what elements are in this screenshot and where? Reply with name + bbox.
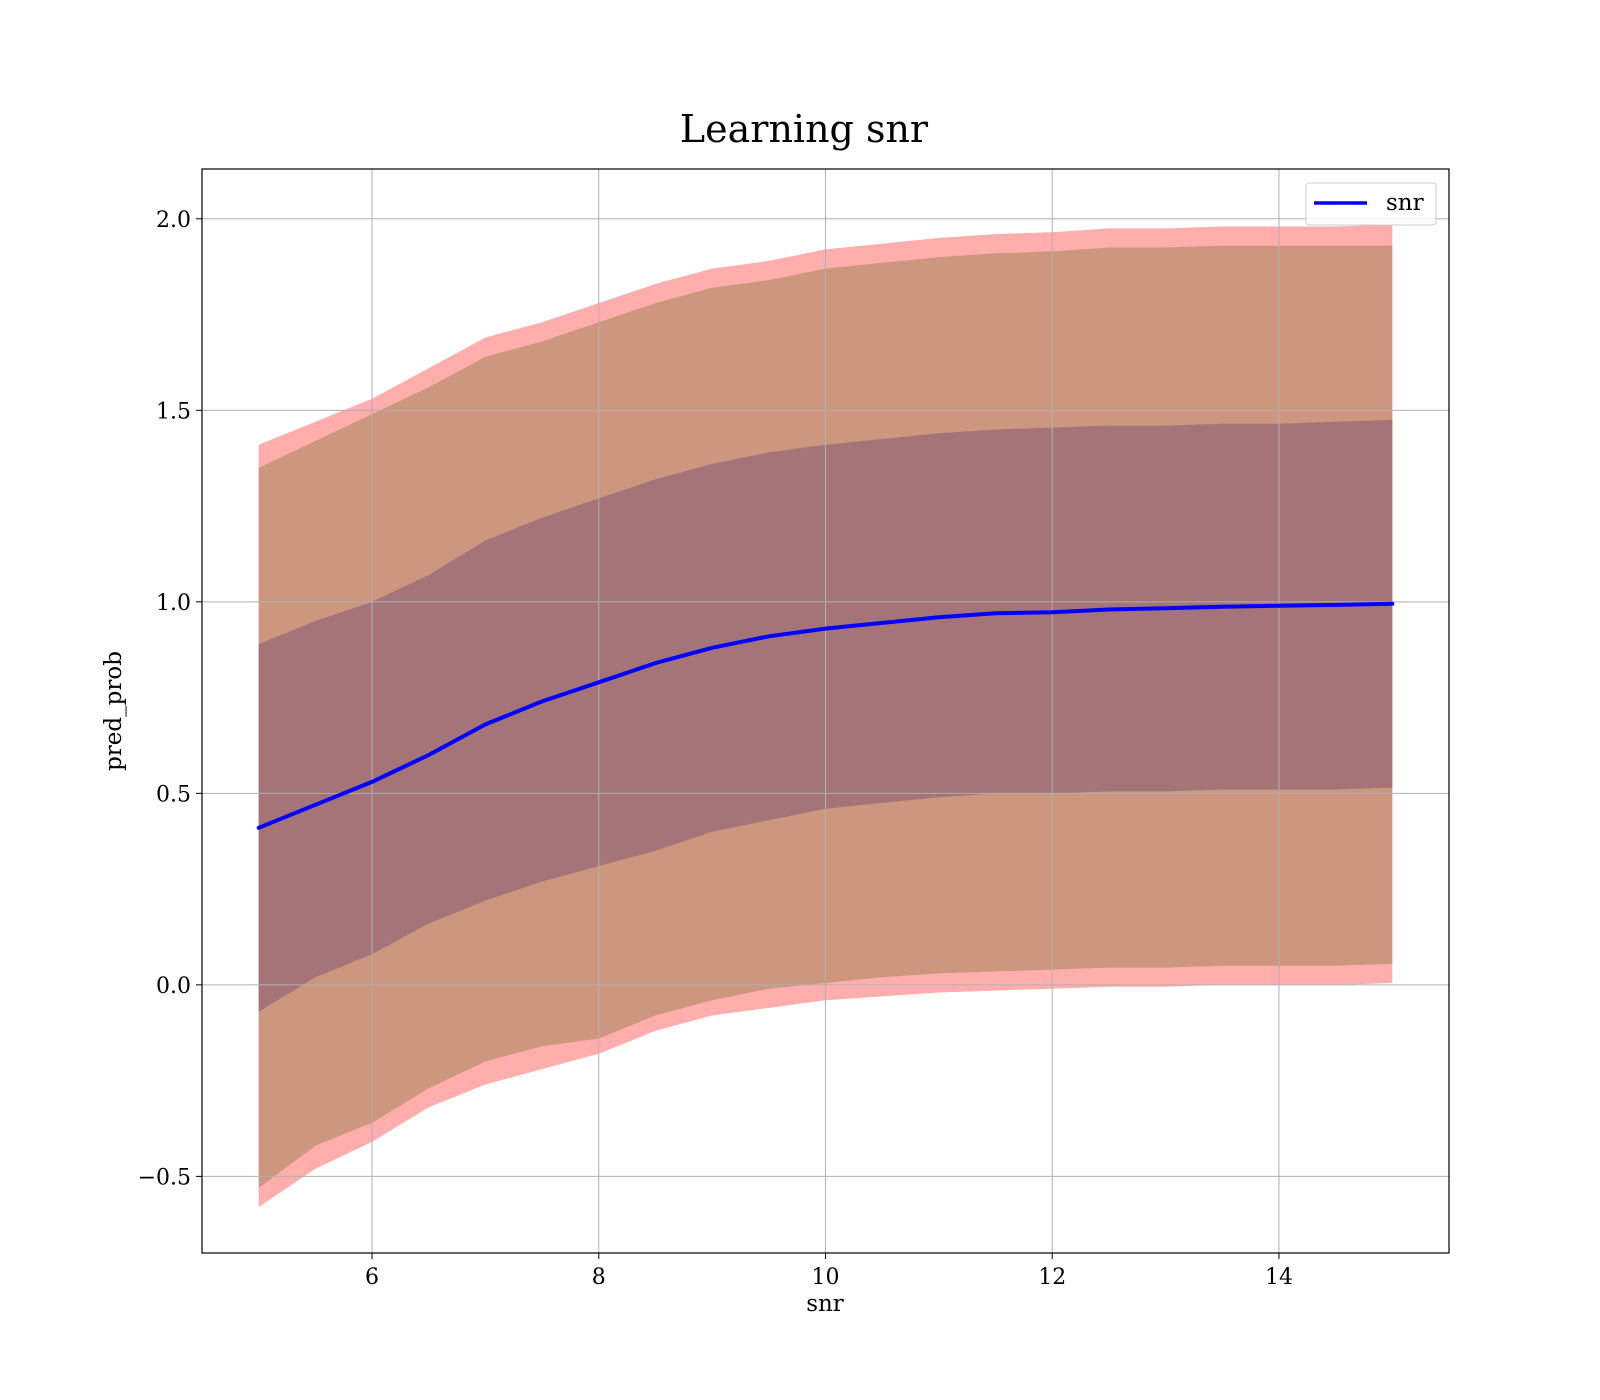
legend-box	[1305, 182, 1437, 226]
series-lines	[256, 601, 1395, 830]
x-tick-label: 12	[1038, 1265, 1066, 1290]
y-tick-label: −0.5	[138, 1165, 191, 1190]
y-tick-label: 0.5	[156, 782, 191, 807]
x-tick-label: 6	[365, 1265, 379, 1290]
y-axis-label: pred_prob	[101, 651, 127, 771]
y-tick-label: 0.0	[156, 974, 191, 999]
x-tick-label: 8	[592, 1265, 606, 1290]
series-line-snr	[256, 601, 1395, 830]
legend-label-snr: snr	[1386, 190, 1424, 216]
y-axis: −0.5 0.0 0.5 1.0 1.5 2.0	[138, 208, 202, 1190]
grid	[202, 169, 1449, 1253]
x-axis-label: snr	[806, 1291, 844, 1317]
y-tick-label: 2.0	[156, 208, 191, 233]
chart-title: Learning snr	[680, 107, 929, 151]
y-tick-label: 1.5	[156, 399, 191, 424]
y-tick-label: 1.0	[156, 591, 191, 616]
x-tick-label: 14	[1265, 1265, 1293, 1290]
x-axis: 6 8 10 12 14	[365, 1253, 1293, 1290]
plot-area	[201, 168, 1450, 1254]
legend: snr	[1305, 182, 1437, 226]
x-tick-label: 10	[812, 1265, 840, 1290]
